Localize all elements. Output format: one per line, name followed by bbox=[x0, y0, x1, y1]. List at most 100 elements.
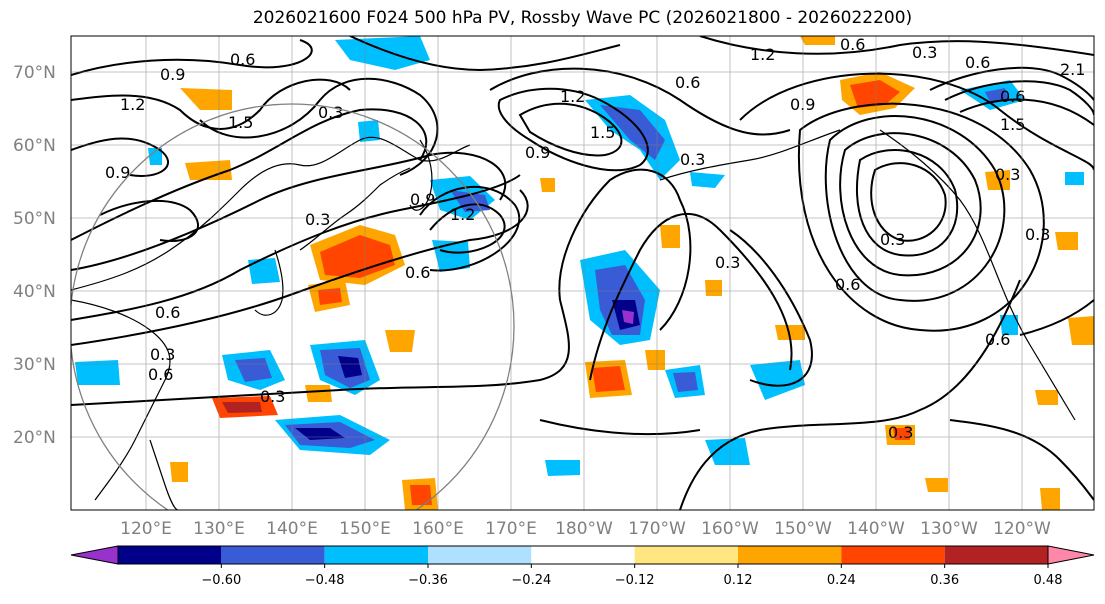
contour-label: 0.3 bbox=[1025, 225, 1050, 244]
contour-label: 1.2 bbox=[450, 205, 475, 224]
anomaly-patch bbox=[673, 372, 698, 392]
anomaly-patch bbox=[410, 485, 432, 505]
anomaly-patch bbox=[1040, 488, 1060, 510]
lon-tick-label: 120°E bbox=[120, 519, 172, 539]
colorbar-extend-high bbox=[1047, 545, 1095, 565]
pv-contour bbox=[71, 39, 313, 76]
colorbar-tick-label: 0.24 bbox=[827, 573, 856, 588]
pv-contour bbox=[824, 115, 1006, 302]
colorbar-tick-label: 0.48 bbox=[1034, 573, 1063, 588]
coastline-north-america bbox=[879, 129, 1076, 421]
colorbar-tick-label: −0.48 bbox=[305, 573, 345, 588]
anomaly-patch bbox=[705, 438, 750, 465]
contour-label: 1.5 bbox=[1000, 115, 1025, 134]
anomaly-patch bbox=[185, 160, 232, 180]
contour-label: 0.9 bbox=[160, 65, 185, 84]
pv-contour bbox=[558, 168, 692, 331]
pv-contour bbox=[539, 419, 701, 436]
contour-label: 1.5 bbox=[590, 123, 615, 142]
contour-label: 0.9 bbox=[525, 143, 550, 162]
colorbar-bin bbox=[634, 546, 738, 564]
anomaly-patch bbox=[592, 366, 625, 392]
anomaly-patch bbox=[385, 330, 415, 352]
contour-label: 1.2 bbox=[560, 87, 585, 106]
lon-tick-label: 140°W bbox=[847, 519, 905, 539]
colorbar-bin bbox=[841, 546, 945, 564]
anomaly-patch bbox=[318, 288, 342, 305]
pv-contour bbox=[839, 132, 982, 277]
lat-tick-label: 30°N bbox=[13, 355, 56, 375]
coastline-japan bbox=[299, 167, 411, 251]
colorbar-bin bbox=[428, 546, 532, 564]
contour-label: 0.6 bbox=[155, 303, 180, 322]
contour-label: 1.2 bbox=[120, 95, 145, 114]
colorbar-bin bbox=[531, 546, 635, 564]
anomaly-patch bbox=[690, 172, 725, 188]
contour-label: 1.2 bbox=[750, 45, 775, 64]
contour-label: 0.9 bbox=[410, 190, 435, 209]
pv-contour bbox=[1019, 299, 1094, 336]
lon-tick-label: 140°E bbox=[266, 519, 318, 539]
contour-label: 0.9 bbox=[105, 163, 130, 182]
contour-label: 0.6 bbox=[985, 330, 1010, 349]
anomaly-patch bbox=[750, 360, 805, 400]
coastline-china bbox=[71, 299, 171, 501]
lon-tick-label: 130°E bbox=[193, 519, 245, 539]
colorbar-frame bbox=[117, 545, 1049, 565]
pv-contour bbox=[944, 80, 1094, 116]
anomaly-patch bbox=[335, 36, 430, 70]
colorbar-bin bbox=[118, 546, 222, 564]
contour-label: 0.6 bbox=[840, 35, 865, 54]
pv-contour bbox=[71, 137, 169, 177]
colorbar-tick-label: 0.36 bbox=[930, 573, 959, 588]
pv-contour bbox=[99, 199, 200, 242]
anomaly-patch bbox=[622, 310, 634, 324]
anomaly-patch bbox=[1055, 232, 1078, 250]
anomaly-patch bbox=[432, 240, 470, 272]
pv-contour bbox=[349, 36, 621, 72]
colorbar-extend-low bbox=[70, 545, 119, 565]
contour-label: 0.6 bbox=[1000, 87, 1025, 106]
lat-tick-label: 40°N bbox=[13, 282, 56, 302]
colorbar-tick-label: −0.24 bbox=[511, 573, 551, 588]
contour-label: 0.6 bbox=[675, 73, 700, 92]
graticule bbox=[71, 36, 1094, 510]
anomaly-patch bbox=[450, 190, 490, 212]
contour-label: 0.6 bbox=[405, 263, 430, 282]
map-frame bbox=[70, 35, 1095, 511]
anomaly-patch bbox=[660, 225, 680, 248]
anomaly-patch bbox=[925, 478, 948, 492]
contour-label: 0.3 bbox=[912, 43, 937, 62]
colorbar: −0.60 −0.48 −0.36 −0.24 −0.12 0.12 0.24 0.36 0.4… bbox=[70, 545, 1095, 588]
anomaly-patch bbox=[705, 280, 722, 296]
colorbar-bin bbox=[221, 546, 325, 564]
pv-contour bbox=[870, 162, 947, 242]
anomaly-patch bbox=[985, 88, 1008, 102]
anomaly-patch bbox=[1035, 390, 1058, 405]
anomaly-patch bbox=[540, 178, 555, 192]
lon-tick-label: 130°W bbox=[920, 519, 978, 539]
anomaly-patch bbox=[600, 105, 665, 160]
lat-tick-label: 60°N bbox=[13, 136, 56, 156]
anomaly-patch bbox=[545, 460, 580, 476]
anomaly-patch bbox=[170, 462, 188, 482]
region-circle bbox=[71, 103, 515, 510]
pv-contour bbox=[71, 78, 351, 130]
colorbar-tick-label: −0.36 bbox=[408, 573, 448, 588]
colorbar-bin bbox=[738, 546, 842, 564]
anomaly-patch bbox=[1000, 315, 1018, 335]
anomaly-patch bbox=[1068, 316, 1094, 345]
pv-contour bbox=[679, 279, 1021, 510]
pv-contour bbox=[729, 229, 813, 387]
pv-contour bbox=[959, 98, 1094, 126]
contour-label: 0.3 bbox=[260, 387, 285, 406]
coastlines bbox=[71, 129, 1076, 510]
coastline-asia bbox=[71, 136, 471, 291]
pv-contour bbox=[518, 102, 623, 157]
pv-contour bbox=[797, 102, 1045, 332]
anomaly-patch bbox=[148, 148, 162, 165]
coastline-kamchatka bbox=[409, 139, 433, 211]
contour-label: 0.3 bbox=[680, 150, 705, 169]
lon-tick-label: 120°W bbox=[993, 519, 1051, 539]
